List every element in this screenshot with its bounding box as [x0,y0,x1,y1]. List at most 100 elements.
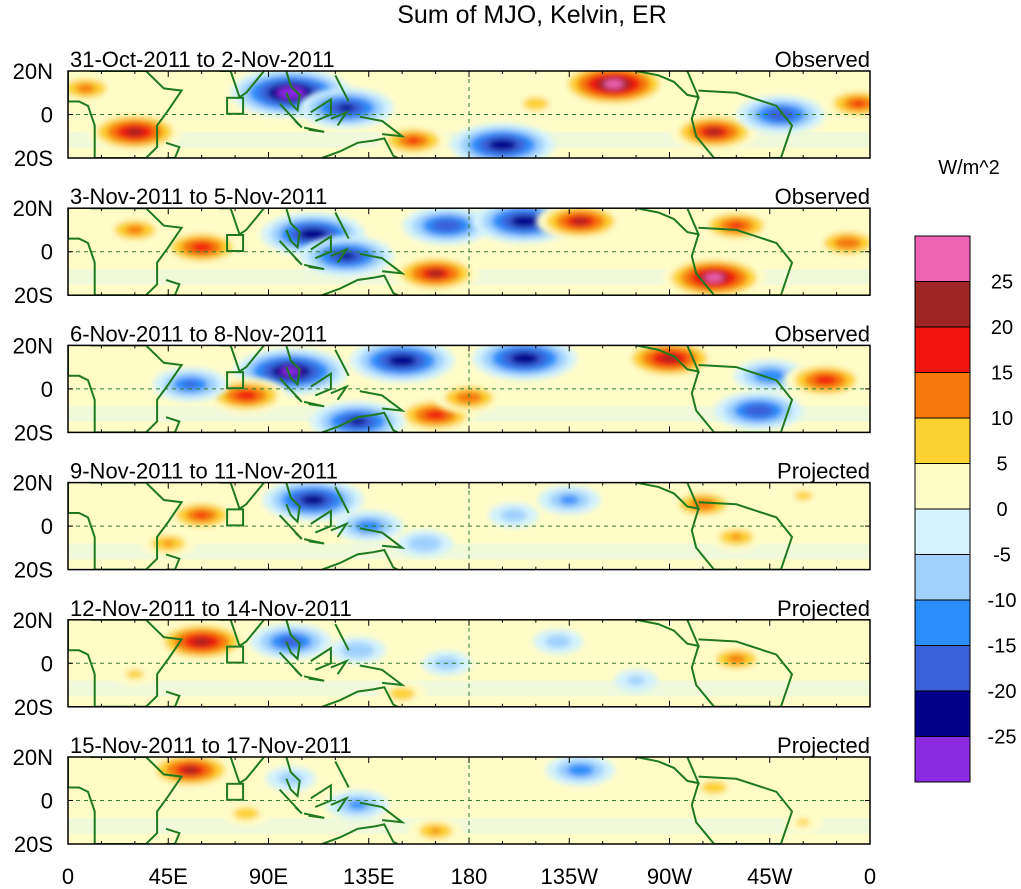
coastline [321,274,399,296]
coastline [165,141,181,158]
anomaly-blob [391,254,480,293]
colorbar-swatch [914,417,971,464]
anomaly-blob [472,345,577,381]
coastline [635,208,701,236]
panel-status: Projected [777,596,870,621]
colorbar-units: W/m^2 [938,157,1000,179]
colorbar-swatch [914,372,971,419]
anomaly-blob [545,757,615,786]
y-tick-label: 20S [14,832,53,857]
colorbar-label: -20 [988,681,1017,703]
anomaly-blob [781,484,825,507]
coastline [330,247,350,264]
coastline [285,619,301,661]
panel-status: Projected [777,733,870,758]
colorbar-label: 25 [991,272,1013,294]
anomaly-blob [68,73,118,103]
coastline [68,208,184,296]
coastline [334,212,350,240]
anomaly-blob [265,766,316,792]
colorbar-swatch [914,599,971,646]
coastline [310,97,332,122]
colorbar-label: 0 [996,499,1007,521]
anomaly-blob [350,345,455,383]
coastline [68,71,184,158]
panel: 20N 0 20S 31-Oct-2011 to 2-Nov-2011 Observed [13,47,871,171]
coastline [321,137,399,158]
coastline [334,74,350,102]
coastline [303,263,325,271]
coastline [278,788,303,815]
background-band [68,680,870,697]
coastline [321,548,399,570]
coastline [334,486,350,514]
coastline [359,801,406,824]
anomaly-blob [783,811,824,833]
panel-status: Observed [775,184,870,209]
anomaly-blob [407,817,464,844]
coastline [359,664,406,687]
coastlines [68,71,794,158]
coastline [285,345,301,387]
background-band [68,817,870,834]
x-tick-label: 0 [62,864,74,889]
coastlines [68,619,794,707]
coastline [285,482,301,524]
panel-date-range: 9-Nov-2011 to 11-Nov-2011 [70,459,338,484]
x-tick-label: 90E [249,864,288,889]
colorbar-swatch [914,281,971,328]
anomaly-blob [813,227,870,259]
x-axis: 0 45E 90E 135E 180 135W 90W 45W 0 [62,864,876,889]
coastline [334,623,350,651]
anomaly-blob [558,71,669,107]
colorbar-swatch [914,554,971,601]
coastline [690,226,794,296]
region-box [226,645,245,664]
region-box [226,234,245,252]
coastline [310,234,332,260]
panel-date-range: 6-Nov-2011 to 8-Nov-2011 [70,321,327,346]
coastline [690,89,794,158]
colorbar-label: 15 [991,363,1013,385]
coastline [330,796,350,812]
y-tick-label: 20S [14,146,53,171]
coastline [321,823,399,844]
coastline [303,675,325,682]
y-tick-label: 20N [13,59,53,84]
colorbar-label: -5 [993,545,1011,567]
colorbar-label: 5 [996,454,1007,476]
anomaly-blob [87,111,183,152]
coastline [165,279,181,296]
x-tick-label: 135E [343,864,394,889]
anomaly-blob [511,91,561,117]
anomaly-blob [538,485,601,515]
panel-date-range: 15-Nov-2011 to 17-Nov-2011 [70,733,352,758]
colorbar-label: -10 [988,590,1017,612]
y-tick-label: 20S [14,558,53,583]
coastline [690,638,794,707]
coastlines [68,208,794,296]
coastline [278,651,303,678]
region-box [226,508,245,527]
coastline [310,646,332,671]
panel: 20N 0 20S 15-Nov-2011 to 17-Nov-2011 Project… [13,733,871,857]
coastline [359,252,406,275]
anomaly-blob [377,124,450,157]
region-box [226,96,245,115]
anomaly-blob [622,345,717,379]
anomaly-blob [662,256,767,296]
coastline [278,240,303,266]
panel: 20N 0 20S 3-Nov-2011 to 5-Nov-2011 Observed [13,184,871,308]
y-tick-label: 20N [13,745,53,770]
coastline [310,371,332,397]
y-tick-label: 0 [41,103,53,128]
anomaly-blob [488,502,539,528]
colorbar: W/m^2 25 20 15 10 5 0 -5 -10 -15 -20 -25 [914,157,1017,783]
anomaly-blob [103,215,167,245]
coastline [359,115,406,138]
panel-date-range: 12-Nov-2011 to 14-Nov-2011 [70,596,352,621]
panel-status: Projected [777,459,870,484]
anomaly-blob [708,523,765,551]
colorbar-label: -25 [988,727,1017,749]
coastline [690,364,794,433]
